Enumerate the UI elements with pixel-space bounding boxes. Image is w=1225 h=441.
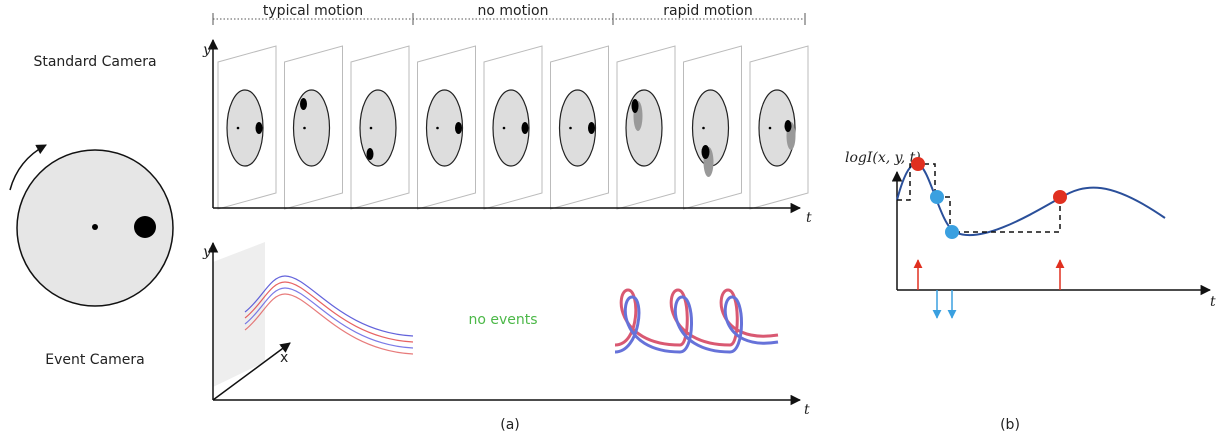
dot	[303, 126, 306, 130]
event-helix	[614, 288, 779, 354]
event-camera-label: Event Camera	[45, 352, 145, 368]
rotation-arrow	[9, 144, 47, 191]
blob	[631, 99, 639, 113]
axis-label: y	[202, 42, 212, 58]
frame-view	[758, 89, 796, 167]
dot	[702, 126, 705, 130]
segment-label: no motion	[478, 3, 549, 19]
frame-view	[425, 89, 464, 167]
axis-label: y	[202, 244, 212, 260]
dot	[436, 126, 439, 130]
frame-view	[558, 89, 597, 167]
blob	[300, 98, 307, 110]
no-events-label: no events	[468, 312, 537, 328]
segment-label: typical motion	[263, 3, 363, 19]
caption: (b)	[1000, 417, 1020, 433]
image-plane	[213, 242, 265, 387]
frame-view	[226, 89, 264, 167]
blob	[784, 120, 792, 132]
segment-label: rapid motion	[663, 3, 752, 19]
dot	[369, 126, 373, 130]
standard-camera-label: Standard Camera	[33, 54, 156, 70]
event-band	[244, 275, 414, 355]
axis-label: logI(x, y, t)	[845, 150, 921, 166]
axis-label: t	[806, 210, 812, 226]
axis-label: x	[280, 350, 288, 366]
on-event	[1053, 190, 1067, 204]
axis-label: t	[1210, 294, 1216, 310]
dot	[569, 126, 572, 130]
blob	[455, 122, 462, 134]
blob	[366, 148, 374, 160]
dot	[768, 126, 772, 130]
caption: (a)	[500, 417, 520, 433]
frame-view	[292, 89, 331, 167]
frame-view	[625, 89, 663, 167]
blob	[255, 122, 263, 134]
frames	[217, 45, 809, 210]
frame-view	[492, 89, 530, 167]
blob	[588, 122, 595, 134]
dot	[236, 126, 240, 130]
off-event	[930, 190, 944, 204]
blob	[521, 122, 529, 134]
header-bracket	[212, 13, 806, 25]
dot	[92, 224, 98, 230]
axis-label: t	[804, 402, 810, 418]
dot	[134, 216, 156, 238]
x-axis	[212, 342, 291, 401]
reference-level	[897, 163, 1061, 233]
frame-view	[359, 89, 397, 167]
off-event	[945, 225, 959, 239]
dot	[502, 126, 506, 130]
on-event	[911, 157, 925, 171]
blob	[701, 145, 710, 159]
